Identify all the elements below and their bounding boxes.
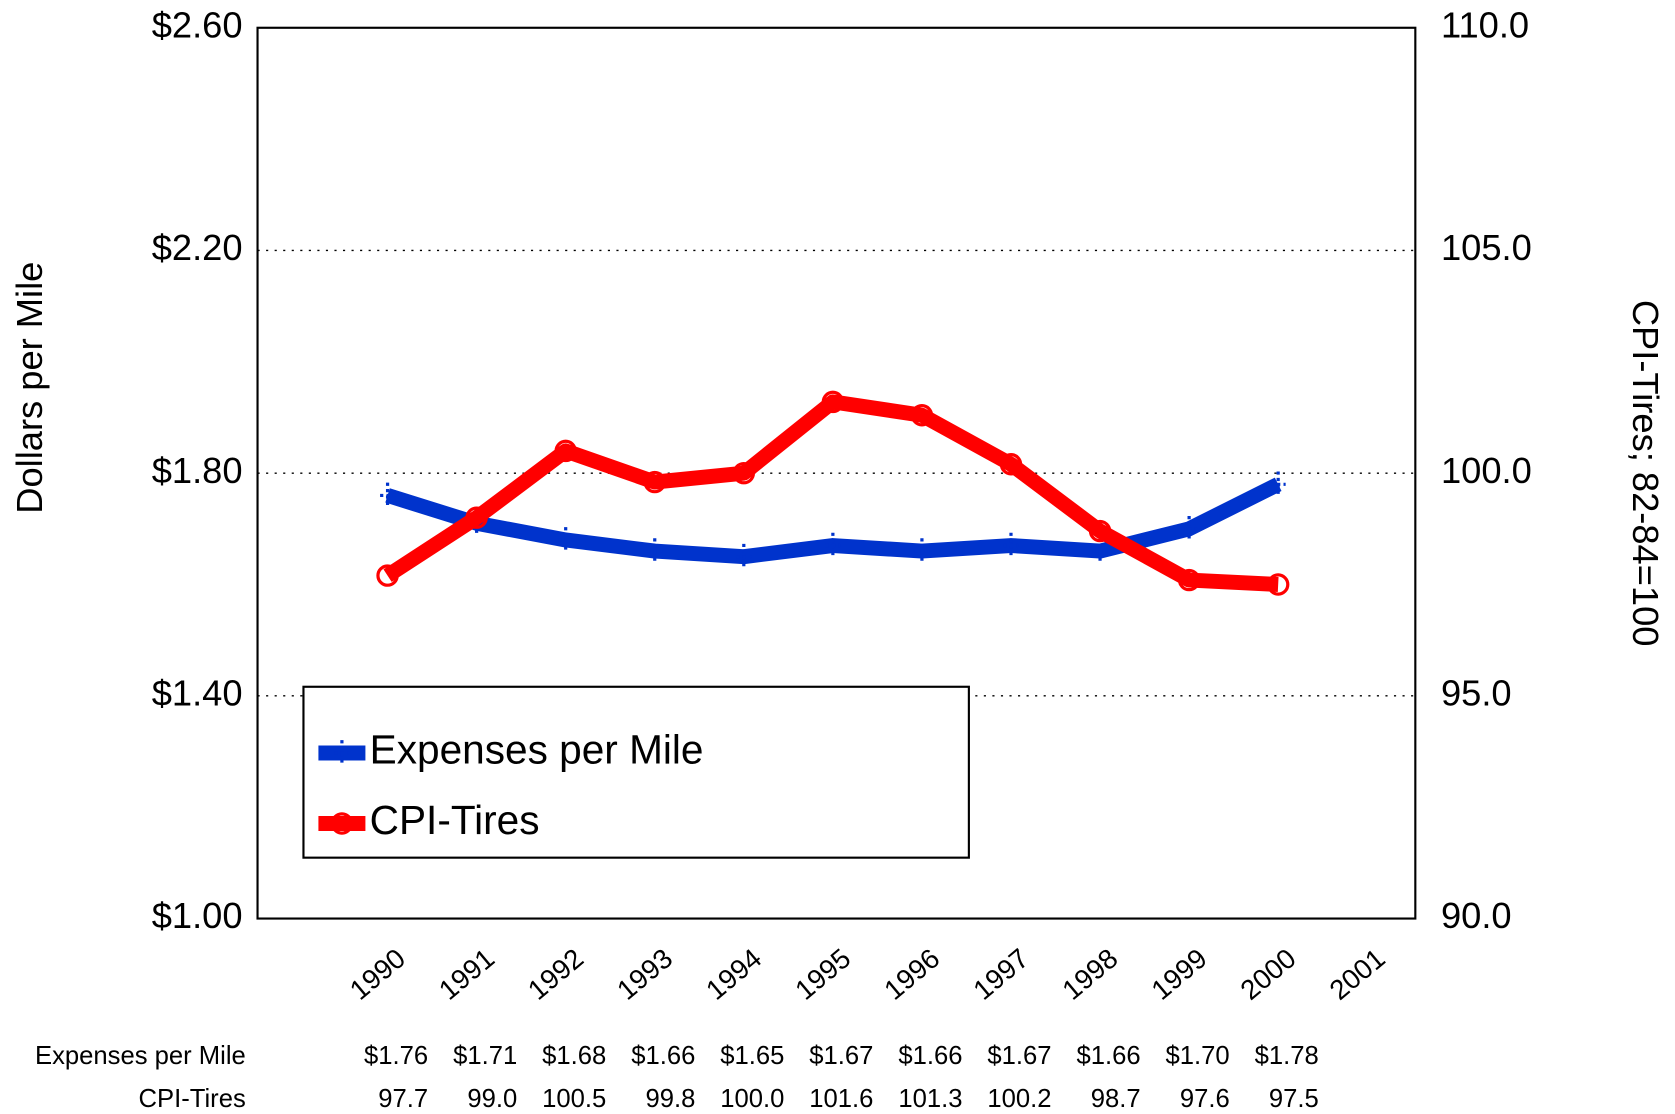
marker: [1003, 532, 1019, 559]
y-tick-label: $2.60: [152, 4, 243, 45]
marker: [647, 538, 663, 564]
x-tick-label: 1998: [1056, 942, 1123, 1005]
marker: [1266, 573, 1290, 596]
table-value: $1.68: [542, 1042, 606, 1070]
y2-tick-label: 100.0: [1441, 450, 1532, 491]
table-value: 97.6: [1180, 1085, 1230, 1113]
table-value: $1.71: [453, 1042, 517, 1070]
legend-marker: [334, 740, 350, 766]
x-tick-label: 1996: [878, 942, 945, 1005]
x-tick-label: 1993: [611, 942, 678, 1005]
marker: [910, 404, 934, 427]
x-tick-label: 1994: [700, 942, 767, 1005]
table-value: 97.5: [1269, 1085, 1319, 1113]
marker: [554, 439, 577, 463]
marker: [825, 532, 841, 559]
table-value: $1.70: [1166, 1042, 1230, 1070]
marker: [1181, 516, 1197, 542]
table-value: $1.66: [898, 1042, 962, 1070]
x-tick-label: 1999: [1145, 942, 1212, 1005]
x-tick-label: 1991: [433, 942, 500, 1005]
table-value: 99.8: [645, 1085, 695, 1113]
marker: [1092, 538, 1108, 564]
y2-axis-label: CPI-Tires; 82-84=100: [1625, 300, 1666, 647]
table-row-label: Expenses per Mile: [35, 1042, 246, 1070]
marker: [821, 390, 845, 414]
series-line: [383, 394, 1279, 592]
table-value: $1.78: [1255, 1042, 1319, 1070]
y-axis-label: Dollars per Mile: [9, 262, 50, 514]
table-value: $1.66: [631, 1042, 695, 1070]
x-tick-label: 1990: [344, 942, 411, 1005]
marker: [732, 461, 756, 485]
y2-tick-label: 110.0: [1441, 4, 1529, 45]
marker: [736, 543, 752, 570]
marker: [380, 482, 396, 509]
marker: [1177, 568, 1201, 592]
legend-label: CPI-Tires: [370, 797, 540, 843]
table-value: 100.2: [987, 1085, 1051, 1113]
table-value: 100.5: [542, 1085, 606, 1113]
marker: [465, 506, 488, 529]
marker: [558, 527, 574, 553]
legend-box: [302, 685, 970, 859]
marker: [376, 564, 399, 587]
table-value: $1.67: [809, 1042, 873, 1070]
table-value: 101.3: [898, 1085, 962, 1113]
x-tick-label: 1992: [522, 942, 589, 1005]
y2-tick-label: 105.0: [1441, 227, 1532, 268]
y2-tick-label: 90.0: [1441, 895, 1512, 936]
table-value: 97.7: [378, 1085, 428, 1113]
marker: [914, 538, 930, 564]
marker: [643, 470, 666, 494]
y-tick-label: $1.00: [152, 895, 243, 936]
table-value: $1.66: [1076, 1042, 1140, 1070]
table-value: 101.6: [809, 1085, 873, 1113]
marker: [1088, 519, 1112, 543]
x-tick-label: 1997: [967, 942, 1034, 1005]
table-value: $1.67: [987, 1042, 1051, 1070]
legend: Expenses per Mile CPI-Tires: [302, 685, 970, 859]
x-tick-label: 1995: [789, 942, 856, 1005]
y-tick-label: $1.40: [152, 672, 243, 713]
y-tick-label: $2.20: [152, 227, 243, 268]
table-value: $1.76: [364, 1042, 428, 1070]
table-row-label: CPI-Tires: [139, 1085, 246, 1113]
x-tick-label: 2000: [1234, 942, 1301, 1005]
y-tick-label: $1.80: [152, 450, 243, 491]
legend-marker: [330, 812, 354, 835]
marker: [999, 453, 1023, 476]
legend-label: Expenses per Mile: [370, 727, 704, 773]
x-tick-label: 2001: [1324, 942, 1391, 1005]
table-value: 100.0: [720, 1085, 784, 1113]
table-value: 99.0: [467, 1085, 517, 1113]
table-value: $1.65: [720, 1042, 784, 1070]
y2-tick-label: 95.0: [1441, 672, 1512, 713]
table-value: 98.7: [1091, 1085, 1141, 1113]
plot-frame: [256, 26, 1417, 920]
marker: [1270, 471, 1286, 498]
